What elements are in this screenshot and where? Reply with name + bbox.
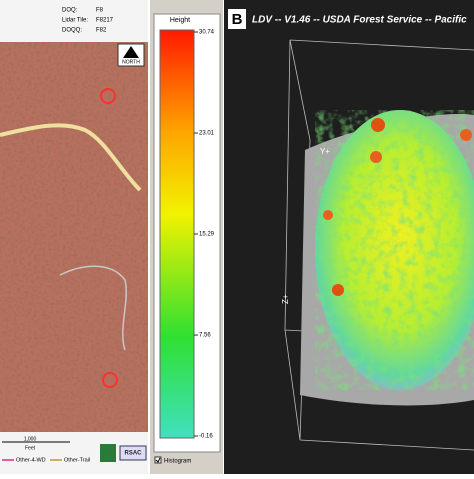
logo-box	[119, 445, 147, 461]
axis-label-z: Z+	[281, 294, 290, 304]
color-bar	[159, 29, 195, 439]
tick-label: -0.16	[199, 434, 213, 440]
header-label: Lidar Tile:	[62, 18, 88, 24]
tall-tree	[323, 210, 333, 220]
tall-tree	[370, 151, 382, 163]
scale-label: 1,000	[24, 436, 37, 442]
legend-label: Other-4-WD	[16, 457, 46, 463]
north-label: NORTH	[122, 59, 140, 65]
color-ticks: 30.74 23.01 15.29 7.56 -0.16	[194, 30, 215, 440]
tick-label: 7.56	[199, 333, 211, 339]
panel-label: B	[232, 11, 243, 28]
map-texture	[0, 42, 148, 432]
header-label: DOQ:	[62, 8, 78, 14]
logo-text: RSAC	[124, 451, 142, 457]
header-label: DOQQ:	[62, 28, 82, 34]
tick-label: 30.74	[199, 30, 215, 36]
checkbox-label[interactable]: Histogram	[164, 459, 191, 465]
histogram-checkbox[interactable]	[154, 456, 162, 464]
marker	[100, 88, 116, 104]
trail	[59, 265, 127, 351]
legend-label: Other-Trail	[64, 457, 90, 463]
header-value: F8	[96, 8, 104, 14]
legend-title: Height	[170, 17, 190, 24]
aerial-map	[0, 42, 148, 432]
header-value: F8217	[96, 18, 114, 24]
panel-label-box	[228, 9, 246, 29]
scale-unit: Feet	[25, 445, 36, 451]
map-header: DOQ: F8 Lidar Tile: F8217 DOQQ: F82	[62, 8, 114, 34]
check-mark	[155, 457, 161, 463]
header-value: F82	[96, 28, 107, 34]
north-arrow	[123, 46, 139, 58]
viewer-title: LDV -- V1.46 -- USDA Forest Service -- P…	[252, 15, 467, 26]
tick-label: 23.01	[199, 131, 215, 137]
axis-label-y: Y+	[320, 147, 330, 156]
tall-tree	[332, 284, 344, 296]
road	[0, 123, 142, 192]
tick-label: 15.29	[199, 232, 215, 238]
logo-icon	[100, 444, 116, 462]
tall-tree	[460, 129, 472, 141]
marker	[102, 372, 118, 388]
tall-tree	[371, 118, 385, 132]
tree-texture	[315, 110, 474, 390]
